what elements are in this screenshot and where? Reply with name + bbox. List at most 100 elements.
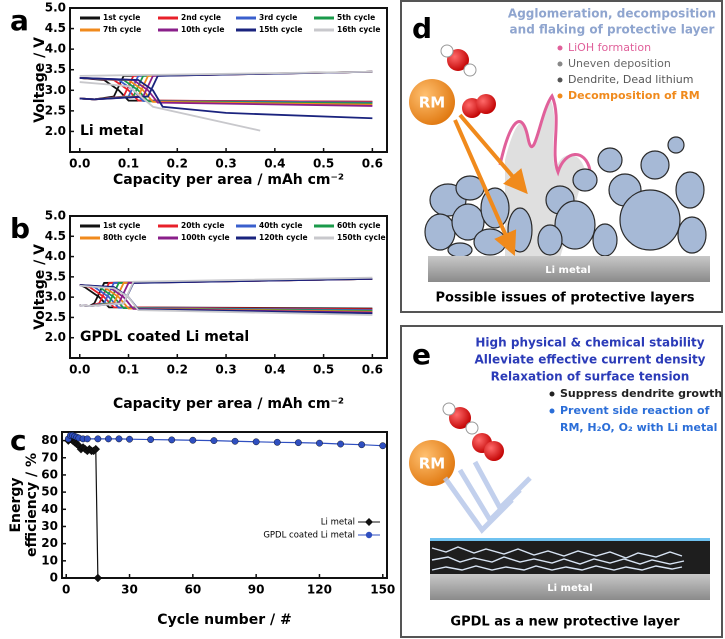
- panel-label: a: [10, 4, 29, 37]
- legend-label: 1st cycle: [103, 221, 140, 230]
- marker: [147, 436, 155, 443]
- panel-e: e High physical & chemical stability All…: [400, 325, 723, 638]
- panel-label: c: [10, 424, 27, 457]
- water-molecule: [440, 44, 477, 77]
- bullet: [557, 61, 563, 67]
- charts: a 0.0 0.1 0.2 0.3 0.4 0.5 0.6 2.0 2.5 3.0 3.5 4.0 4.5…: [8, 1, 395, 629]
- y-tick-label: 0: [50, 571, 58, 585]
- marker: [365, 518, 373, 526]
- legend-label: 5th cycle: [337, 13, 375, 22]
- y-tick-label: 4.0: [45, 249, 66, 263]
- legend-label: Li metal: [321, 518, 355, 528]
- x-tick-label: 0.2: [167, 157, 188, 171]
- legend-label: 15th cycle: [259, 25, 302, 34]
- legend-label: 7th cycle: [103, 25, 141, 34]
- legend-label: 3rd cycle: [259, 13, 297, 22]
- legend-label: 16th cycle: [337, 25, 380, 34]
- x-tick-label: 0.5: [313, 363, 334, 377]
- marker: [210, 437, 218, 444]
- y-tick-label: 20: [41, 536, 58, 550]
- legend-label: Uneven deposition: [568, 57, 671, 70]
- water-molecule: [442, 402, 479, 435]
- y-tick-label: 3.0: [45, 83, 66, 97]
- legend-label: 60th cycle: [337, 221, 380, 230]
- y-tick-label: 2.5: [45, 103, 66, 117]
- caption: GPDL as a new protective layer: [450, 615, 680, 630]
- marker: [83, 435, 91, 443]
- annotation: Li metal: [80, 123, 144, 139]
- y-tick-label: 3.5: [45, 269, 66, 283]
- y-tick-label: 2.0: [45, 124, 66, 138]
- y-tick-label: 70: [41, 450, 58, 464]
- li-metal: [428, 256, 710, 282]
- y-tick-label: 30: [41, 519, 58, 533]
- oxygen-molecule: [462, 94, 496, 118]
- x-tick-label: 0.0: [69, 157, 90, 171]
- marker: [379, 442, 387, 450]
- benefit: High physical & chemical stability: [475, 336, 704, 350]
- x-tick-label: 0.1: [118, 157, 139, 171]
- x-tick-label: 0.3: [215, 363, 236, 377]
- series-line: [79, 70, 373, 132]
- y-tick-label: 3.0: [45, 290, 66, 304]
- bullet: [557, 45, 563, 51]
- y-tick-label: 50: [41, 485, 58, 499]
- gpdl-texture: [431, 546, 685, 571]
- y-axis-label: Voltage / V: [32, 37, 48, 123]
- marker: [273, 438, 281, 446]
- x-axis-label: Cycle number / #: [157, 612, 291, 628]
- legend-label: 20th cycle: [181, 221, 224, 230]
- legend-label: 100th cycle: [181, 233, 230, 242]
- legend-label: LiOH formation: [568, 41, 651, 54]
- oxygen-molecule: [472, 433, 504, 461]
- gpdl-edge: [430, 538, 710, 541]
- particles: [424, 136, 707, 258]
- li-label: Li metal: [547, 583, 592, 594]
- marker: [189, 436, 197, 444]
- x-tick-label: 0.0: [69, 363, 90, 377]
- x-tick-label: 90: [248, 583, 265, 597]
- x-tick-label: 0.3: [215, 157, 236, 171]
- caption: Possible issues of protective layers: [435, 291, 694, 306]
- marker: [365, 531, 373, 539]
- plot-frame: [61, 431, 388, 579]
- legend-label: 2nd cycle: [181, 13, 221, 22]
- rm-sphere: [409, 79, 455, 125]
- point: Suppress dendrite growth: [560, 387, 722, 400]
- plot-frame: [69, 215, 388, 359]
- marker: [93, 573, 103, 583]
- li-label: Li metal: [545, 265, 590, 276]
- y-tick-label: 2.5: [45, 310, 66, 324]
- panel-label: e: [412, 338, 431, 371]
- x-tick-label: 60: [184, 583, 201, 597]
- marker: [105, 435, 112, 443]
- y-tick-label: 2.0: [45, 330, 66, 344]
- y-tick-label: 10: [41, 553, 58, 567]
- marker: [231, 437, 239, 445]
- rm-label: RM: [419, 455, 445, 473]
- deflect-arrows: [442, 460, 532, 534]
- y-tick-label: 80: [41, 433, 58, 447]
- x-axis-label: Capacity per area / mAh cm⁻²: [113, 396, 344, 412]
- y-tick-label: 40: [41, 502, 58, 516]
- benefit: Alleviate effective current density: [474, 353, 705, 367]
- panel-label: b: [10, 212, 30, 245]
- bullet: [557, 77, 563, 83]
- marker: [337, 440, 344, 448]
- rm-sphere: [409, 440, 455, 486]
- y-tick-label: 3.5: [45, 62, 66, 76]
- x-tick-label: 150: [370, 583, 395, 597]
- y-tick-label: 4.0: [45, 42, 66, 56]
- arrow: [458, 113, 528, 195]
- legend-label: 10th cycle: [181, 25, 224, 34]
- x-tick-label: 0.6: [362, 157, 383, 171]
- li-metal: [430, 574, 710, 600]
- annotation: GPDL coated Li metal: [80, 329, 249, 345]
- panel-d: d Agglomeration, decomposition and flaki…: [400, 0, 723, 313]
- y-axis-label: Energy: [8, 477, 24, 532]
- y-axis-label: efficiency / %: [24, 453, 40, 557]
- y-tick-label: 4.5: [45, 229, 66, 243]
- y-tick-label: 4.5: [45, 21, 66, 35]
- marker: [126, 435, 133, 443]
- panel-label: d: [412, 12, 432, 45]
